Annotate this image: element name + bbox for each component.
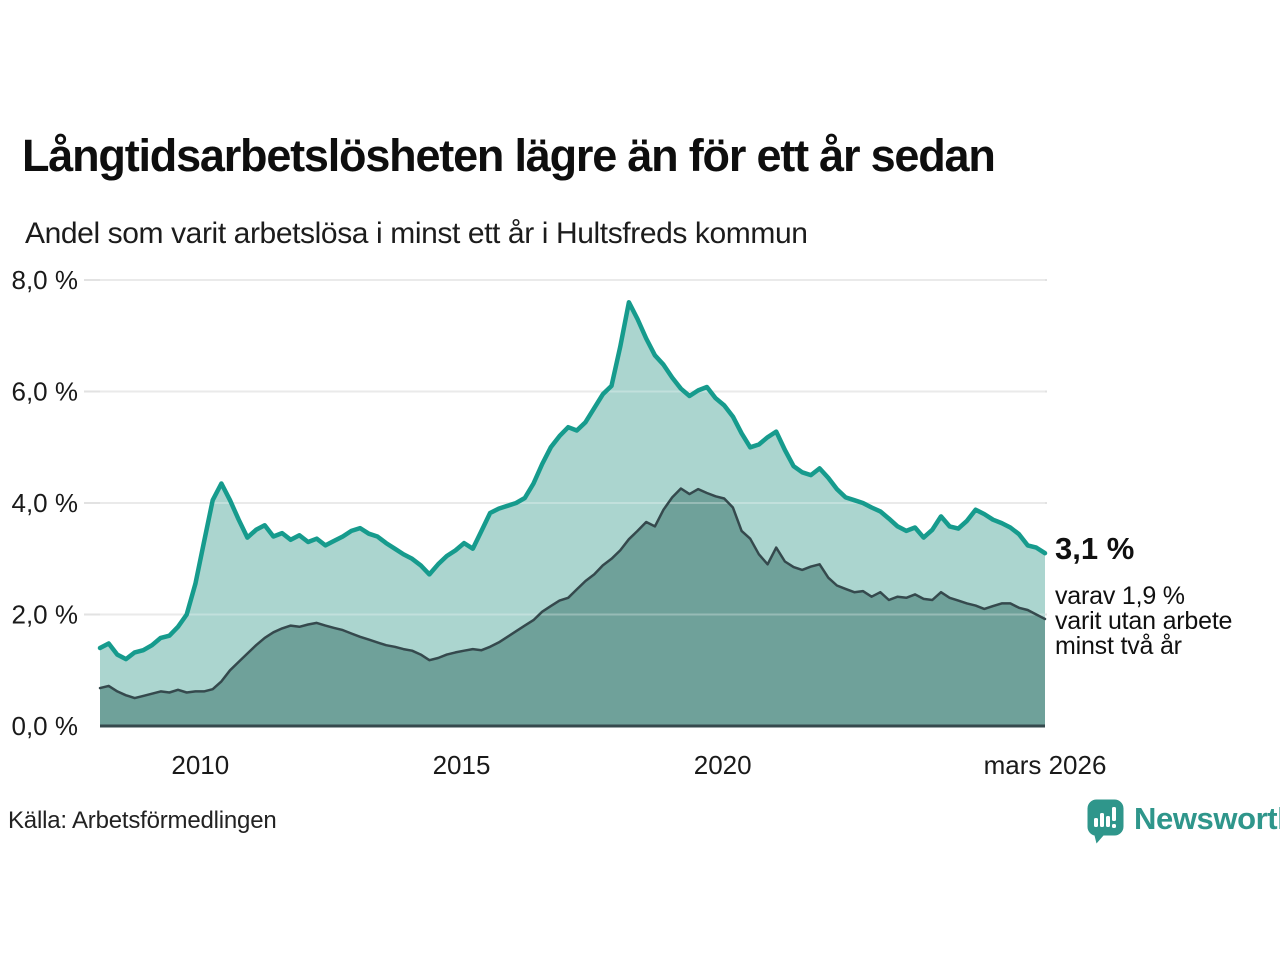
x-tick-label: 2010: [171, 750, 229, 780]
annotation-line-2: varit utan arbete: [1055, 607, 1233, 635]
chart-subtitle: Andel som varit arbetslösa i minst ett å…: [25, 217, 808, 250]
brand-name: Newsworthy: [1134, 801, 1280, 836]
y-tick-label: 2,0 %: [12, 600, 79, 630]
area-minst-tva-ar: [100, 488, 1045, 726]
line-minst-tva-ar: [98, 487, 1047, 700]
y-tick-label: 4,0 %: [12, 488, 79, 518]
annotation-line-3: minst två år: [1055, 632, 1182, 660]
logo-bar-chart-glyph: [1094, 807, 1116, 828]
logo-bubble-shape: [1087, 799, 1124, 844]
source-note: Källa: Arbetsförmedlingen: [8, 807, 277, 834]
x-tick-label: 2015: [433, 750, 491, 780]
annotation-line-1: varav 1,9 %: [1055, 582, 1185, 610]
page-title: Långtidsarbetslösheten lägre än för ett …: [22, 130, 996, 181]
x-tick-label: mars 2026: [984, 750, 1107, 780]
newsworthy-brand: Newsworthy: [1086, 798, 1280, 845]
end-value-description: varav 1,9 % varit utan arbete minst två …: [1055, 584, 1232, 659]
newsworthy-logo-icon: [1087, 799, 1124, 844]
x-tick-label: 2020: [694, 750, 752, 780]
line-minst-ett-ar: [97, 300, 1048, 662]
end-value-label: 3,1 %: [1055, 531, 1135, 566]
y-tick-label: 6,0 %: [12, 377, 79, 407]
y-tick-label: 8,0 %: [12, 265, 79, 295]
y-tick-label: 0,0 %: [12, 711, 79, 741]
